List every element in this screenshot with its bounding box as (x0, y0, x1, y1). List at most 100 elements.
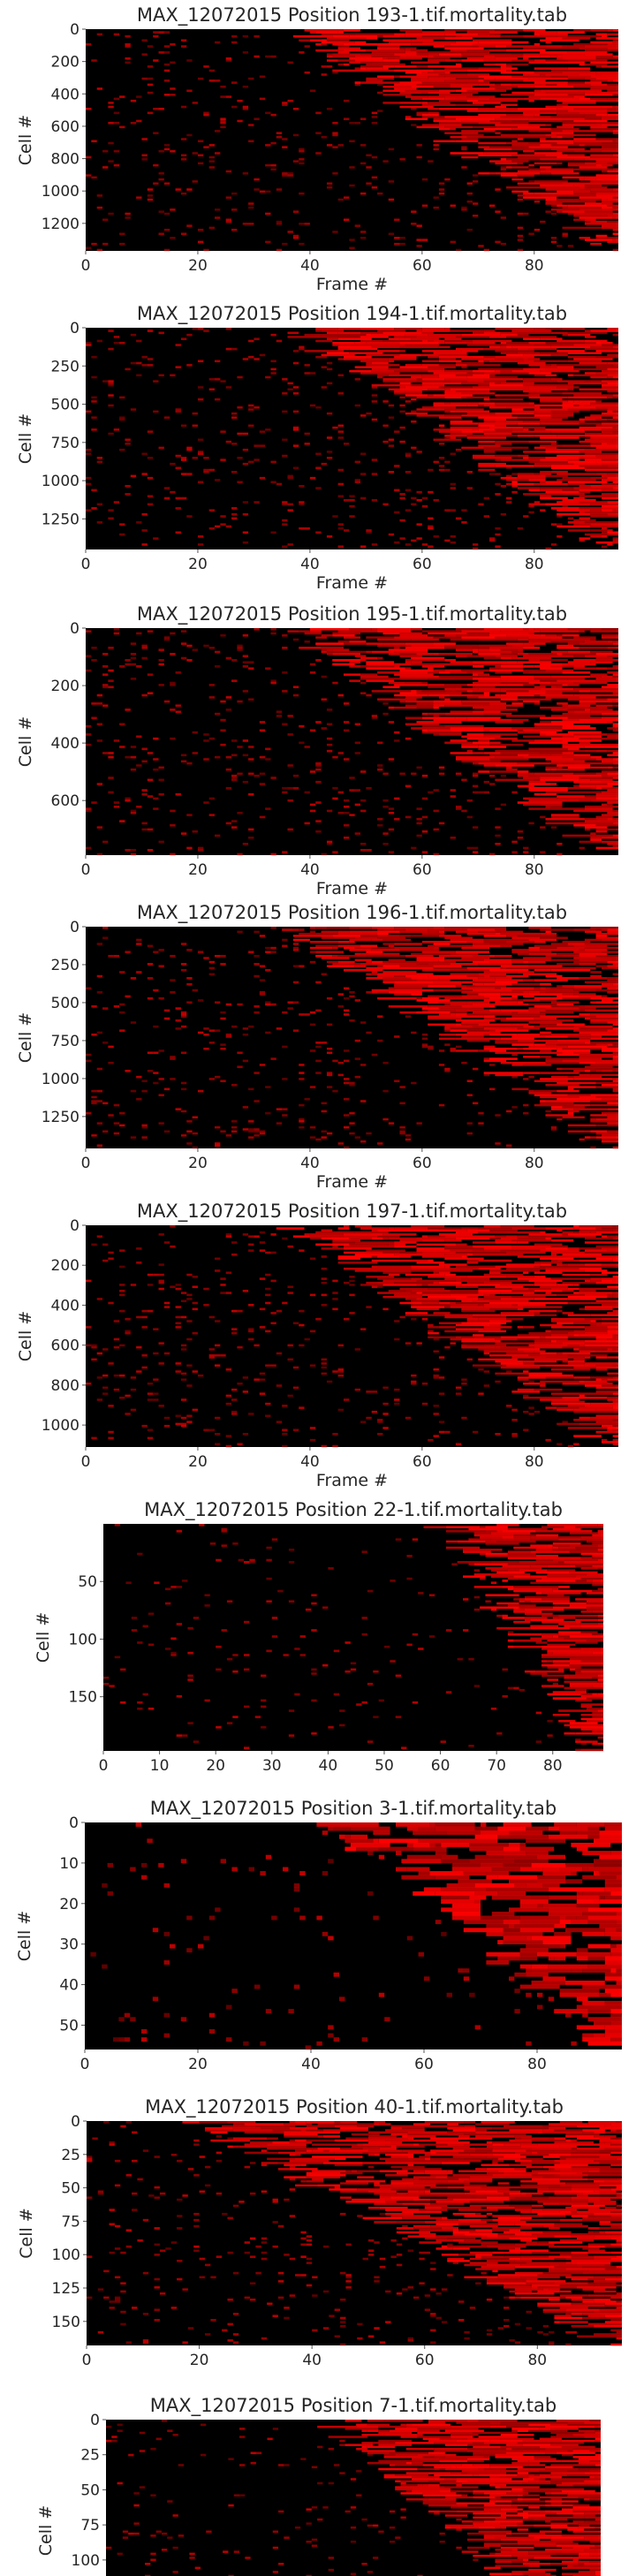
heatmap-cell (421, 1235, 428, 1238)
heatmap-cell (421, 41, 456, 44)
heatmap-cell (595, 965, 608, 967)
heatmap-cell (478, 503, 484, 506)
heatmap-cell (214, 834, 221, 837)
heatmap-cell (483, 446, 524, 450)
heatmap-cell (270, 679, 276, 683)
heatmap-cell (567, 1336, 596, 1339)
heatmap-cell (438, 124, 462, 126)
heatmap-cell (242, 432, 249, 436)
heatmap-cell (590, 786, 596, 790)
heatmap-cell (472, 174, 479, 177)
heatmap-cell (354, 366, 389, 368)
heatmap-cell (299, 1013, 305, 1016)
heatmap-cell (500, 352, 507, 354)
heatmap-cell (428, 102, 450, 104)
heatmap-cell (607, 842, 618, 845)
heatmap-cell (489, 1037, 501, 1041)
heatmap-cell (545, 182, 563, 185)
heatmap-cell (292, 928, 299, 931)
heatmap-cell (158, 965, 164, 967)
heatmap-cell (433, 144, 439, 147)
heatmap-cell (421, 1255, 462, 1258)
heatmap-cell (579, 166, 608, 169)
heatmap-cell (601, 545, 608, 549)
heatmap-cell (416, 834, 422, 837)
heatmap-cell (405, 34, 422, 38)
heatmap-cell (595, 1070, 602, 1072)
heatmap-cell (349, 1111, 355, 1115)
heatmap-cell (607, 979, 618, 981)
heatmap-cell (450, 739, 467, 742)
heatmap-cell (433, 789, 439, 792)
heatmap-cell (399, 692, 417, 695)
heatmap-cell (366, 1281, 378, 1284)
heatmap-cell (405, 454, 412, 458)
heatmap-cell (96, 1031, 103, 1034)
heatmap-cell (377, 1292, 383, 1294)
heatmap-cell (299, 527, 305, 530)
heatmap-cell (601, 224, 618, 227)
heatmap-cell (433, 55, 462, 58)
heatmap-cell (399, 345, 439, 349)
heatmap-cell (366, 353, 400, 357)
heatmap-cell (421, 378, 445, 381)
heatmap-cell (337, 436, 344, 439)
heatmap-cell (478, 1111, 484, 1115)
heatmap-cell (394, 684, 428, 686)
heatmap-cell (237, 375, 243, 379)
heatmap-cell (304, 350, 344, 352)
heatmap-cell (377, 996, 417, 1000)
heatmap-cell (517, 1307, 524, 1311)
heatmap-cell (321, 1229, 333, 1232)
heatmap-cell (528, 396, 568, 399)
heatmap-cell (438, 954, 473, 958)
heatmap-cell (113, 336, 120, 338)
heatmap-cell (158, 1233, 164, 1236)
heatmap-cell (511, 791, 518, 794)
heatmap-cell (119, 665, 125, 668)
heatmap-cell (119, 232, 125, 236)
heatmap-cell (214, 208, 221, 211)
heatmap-cell (607, 33, 618, 36)
heatmap-cell (186, 1120, 193, 1123)
heatmap-cell (136, 1370, 142, 1373)
heatmap-cell (528, 807, 551, 810)
heatmap-cell (287, 509, 293, 511)
heatmap-cell (601, 1271, 618, 1275)
heatmap-cell (292, 386, 299, 389)
heatmap-cell (528, 146, 568, 148)
heatmap-cell (601, 1263, 618, 1266)
heatmap-cell (428, 53, 439, 56)
heatmap-cell (421, 1301, 439, 1305)
heatmap-cell (371, 369, 395, 373)
heatmap-cell (573, 710, 591, 714)
heatmap-cell (523, 803, 541, 807)
heatmap-cell (483, 999, 501, 1002)
heatmap-cell (540, 987, 546, 990)
heatmap-cell (438, 99, 467, 102)
heatmap-cell (472, 690, 501, 693)
heatmap-cell (349, 640, 367, 643)
heatmap-cell (382, 1284, 417, 1286)
heatmap-cell (550, 814, 579, 816)
heatmap-cell (595, 846, 618, 850)
heatmap-cell (175, 1019, 181, 1022)
heatmap-cell (411, 97, 422, 101)
heatmap-cell (455, 1015, 484, 1018)
heatmap-cell (248, 1235, 254, 1238)
heatmap-cell (455, 1285, 467, 1289)
heatmap-cell (495, 1029, 529, 1032)
heatmap-cell (511, 1053, 518, 1057)
heatmap-cell (595, 194, 618, 197)
heatmap-cell (601, 687, 618, 691)
heatmap-cell (455, 985, 467, 988)
heatmap-cell (304, 1337, 310, 1341)
heatmap-cell (511, 739, 534, 742)
heatmap-cell (595, 786, 602, 790)
heatmap-cell (573, 462, 602, 466)
heatmap-cell (366, 531, 372, 534)
heatmap-cell (91, 716, 97, 720)
heatmap-cell (102, 653, 109, 655)
heatmap-cell (416, 1247, 445, 1250)
heatmap-cell (315, 761, 322, 765)
